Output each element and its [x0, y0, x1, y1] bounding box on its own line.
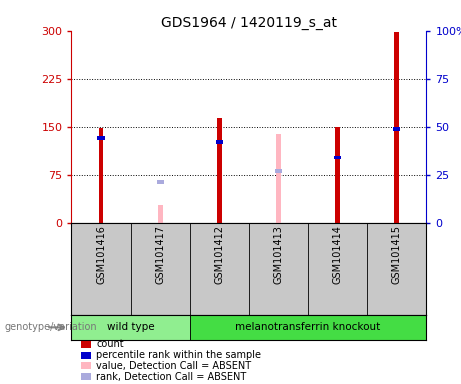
Bar	[276, 134, 281, 223]
Text: melanotransferrin knockout: melanotransferrin knockout	[236, 322, 381, 333]
Text: GSM101416: GSM101416	[96, 225, 106, 285]
Text: count: count	[96, 339, 124, 349]
Title: GDS1964 / 1420119_s_at: GDS1964 / 1420119_s_at	[161, 16, 337, 30]
Text: GSM101415: GSM101415	[392, 225, 402, 285]
Bar	[190, 315, 426, 340]
Text: genotype/variation: genotype/variation	[5, 322, 97, 333]
Bar	[217, 118, 222, 223]
Bar	[334, 156, 341, 159]
Bar	[97, 136, 105, 140]
Bar	[275, 169, 282, 173]
Bar	[393, 127, 401, 131]
Text: wild type: wild type	[107, 322, 154, 333]
Bar	[71, 315, 190, 340]
Text: GSM101417: GSM101417	[155, 225, 165, 285]
Bar	[99, 128, 103, 223]
Text: value, Detection Call = ABSENT: value, Detection Call = ABSENT	[96, 361, 251, 371]
Text: GSM101413: GSM101413	[273, 225, 284, 285]
Bar	[157, 180, 164, 184]
Text: GSM101412: GSM101412	[214, 225, 225, 285]
Bar	[216, 140, 223, 144]
Bar	[158, 205, 163, 223]
Text: GSM101414: GSM101414	[333, 225, 343, 285]
Bar	[335, 127, 340, 223]
Bar	[395, 32, 399, 223]
Text: rank, Detection Call = ABSENT: rank, Detection Call = ABSENT	[96, 372, 247, 382]
Text: percentile rank within the sample: percentile rank within the sample	[96, 350, 261, 360]
